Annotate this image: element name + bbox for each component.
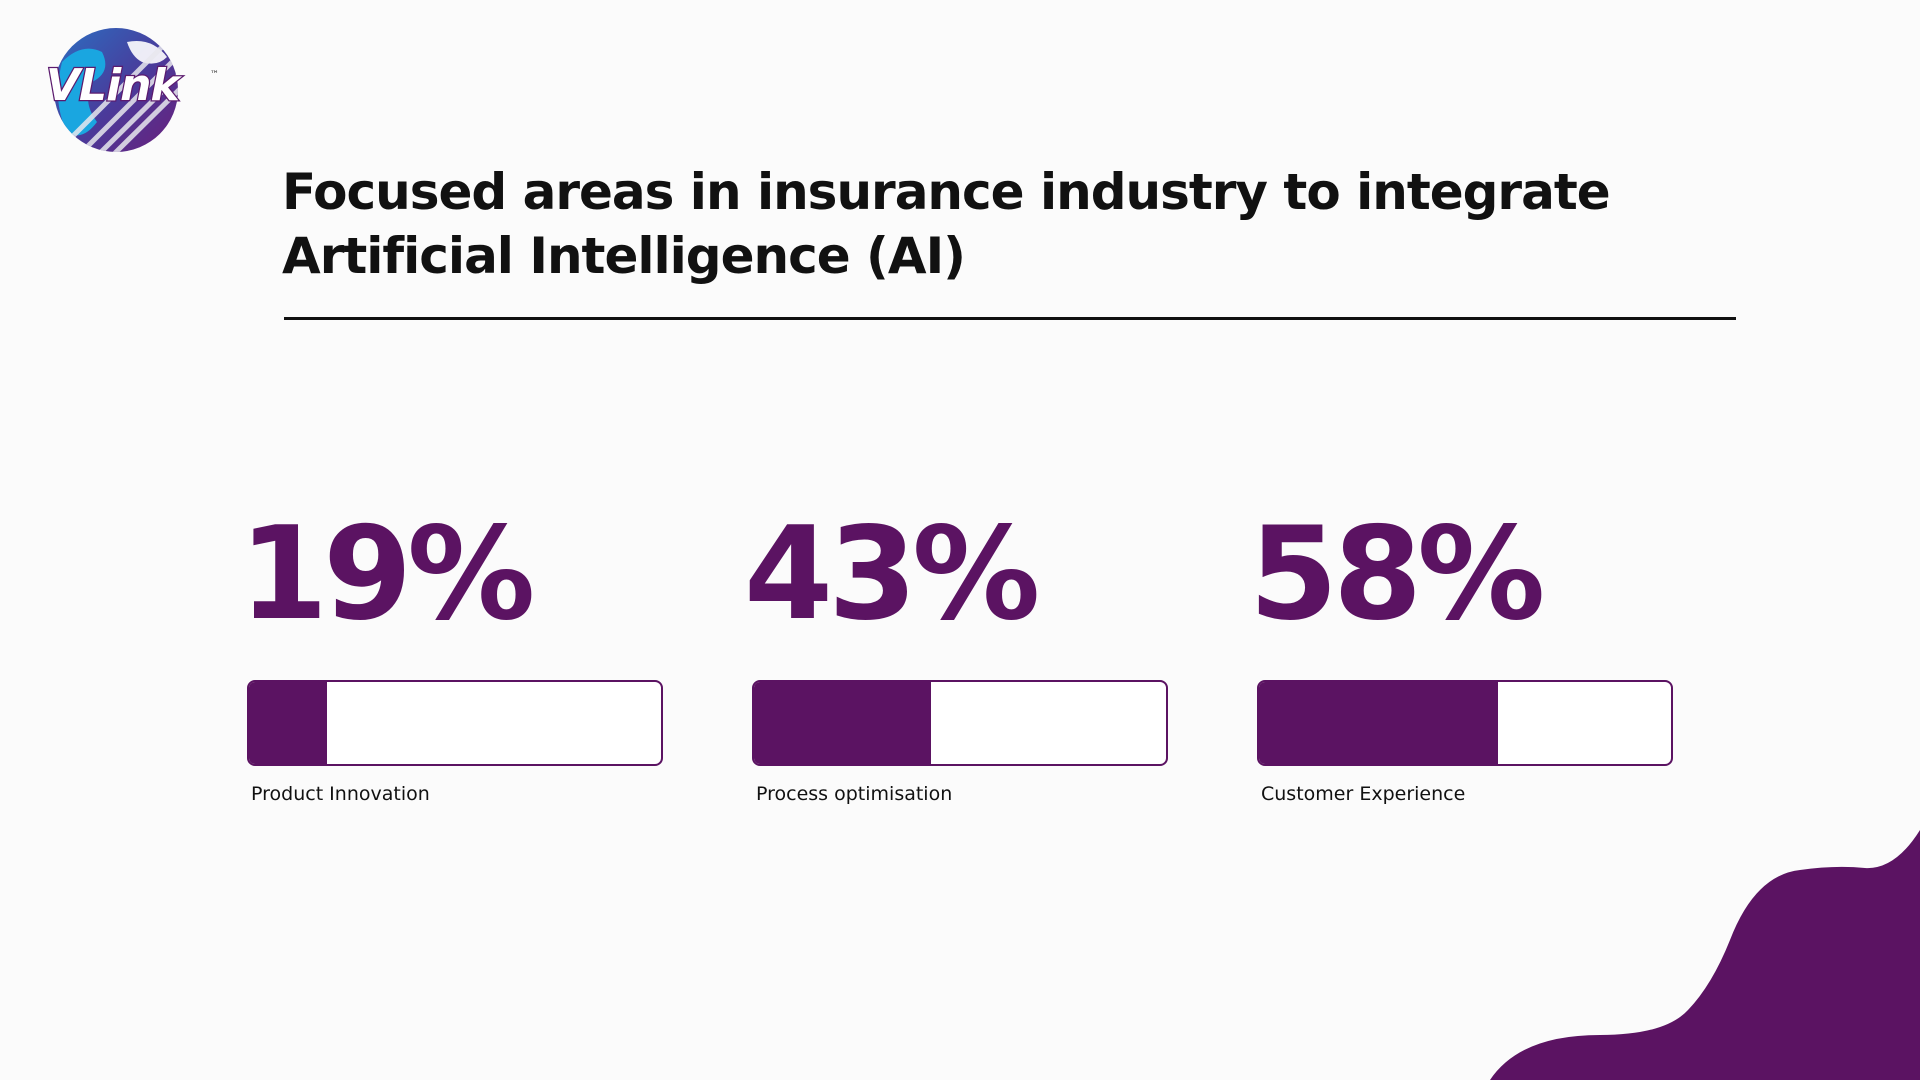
globe-icon <box>54 28 178 152</box>
slide-title: Focused areas in insurance industry to i… <box>282 160 1762 288</box>
stat-value: 19% <box>239 500 535 649</box>
logo-wordmark: VLink <box>45 60 181 111</box>
progress-bar <box>1257 680 1673 766</box>
title-divider <box>284 317 1736 320</box>
stat-label: Process optimisation <box>756 783 953 805</box>
stat-label: Product Innovation <box>251 783 430 805</box>
title-line-1: Focused areas in insurance industry to i… <box>282 163 1611 221</box>
vlink-logo: VLink ™ <box>42 22 232 156</box>
decorative-wave-shape <box>1490 830 1920 1080</box>
stat-label: Customer Experience <box>1261 783 1466 805</box>
trademark-symbol: ™ <box>210 70 219 80</box>
progress-bar-fill <box>754 682 932 764</box>
progress-bar-fill <box>1259 682 1498 764</box>
progress-bar <box>752 680 1168 766</box>
stat-value: 43% <box>744 500 1040 649</box>
title-line-2: Artificial Intelligence (AI) <box>282 227 966 285</box>
progress-bar-fill <box>249 682 328 764</box>
stat-value: 58% <box>1249 500 1545 649</box>
progress-bar <box>247 680 663 766</box>
